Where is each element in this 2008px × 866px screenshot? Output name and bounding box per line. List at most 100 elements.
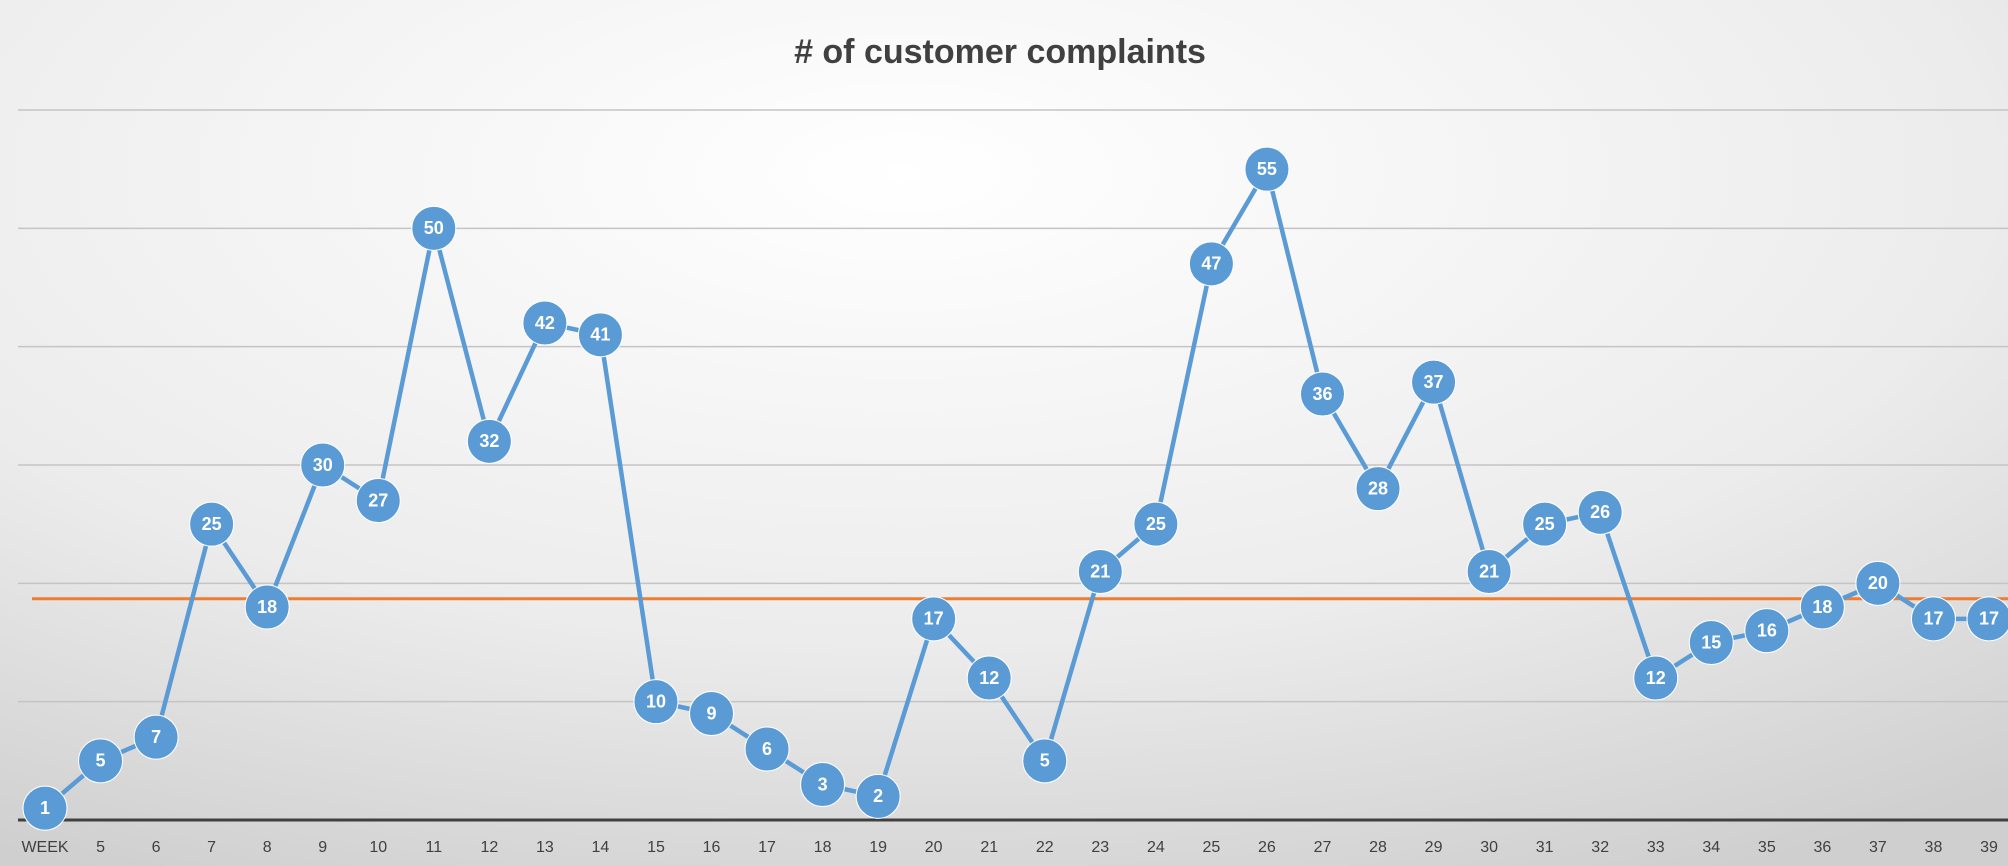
data-label: 18 <box>1812 597 1832 617</box>
data-label: 27 <box>368 490 388 510</box>
x-tick-label: 24 <box>1147 839 1165 856</box>
x-tick-label: 32 <box>1591 839 1609 856</box>
data-point <box>1133 501 1179 547</box>
data-label: 16 <box>1757 620 1777 640</box>
data-point <box>1633 655 1679 701</box>
data-point <box>1577 489 1623 535</box>
data-label: 10 <box>646 691 666 711</box>
data-label: 7 <box>151 727 161 747</box>
data-label: 2 <box>873 786 883 806</box>
x-tick-label: 13 <box>536 839 554 856</box>
x-tick-label: 21 <box>980 839 998 856</box>
data-point <box>744 726 790 772</box>
x-tick-label: 5 <box>96 839 105 856</box>
data-label: 21 <box>1479 561 1499 581</box>
data-point <box>1910 596 1956 642</box>
data-point <box>689 691 735 736</box>
x-tick-label: 28 <box>1369 839 1387 856</box>
x-tick-label: 34 <box>1702 839 1720 856</box>
data-label: 6 <box>762 739 772 759</box>
data-point <box>1022 738 1068 784</box>
x-tick-label: 39 <box>1980 839 1998 856</box>
x-tick-label: 20 <box>925 839 943 856</box>
x-tick-label: 29 <box>1425 839 1443 856</box>
data-point <box>133 714 179 760</box>
x-tick-label: 37 <box>1869 839 1887 856</box>
x-tick-label: 27 <box>1314 839 1332 856</box>
data-label: 9 <box>707 703 717 723</box>
data-label: 37 <box>1424 372 1444 392</box>
x-tick-label: 38 <box>1925 839 1943 856</box>
data-point <box>1744 608 1790 654</box>
data-point <box>1466 549 1512 594</box>
data-point <box>1299 371 1345 417</box>
data-label: 32 <box>479 431 499 451</box>
data-point <box>577 312 623 358</box>
data-label: 50 <box>424 218 444 238</box>
data-point <box>1522 501 1568 547</box>
chart-title: # of customer complaints <box>794 33 1206 71</box>
data-label: 18 <box>257 597 277 617</box>
data-point <box>633 679 679 725</box>
data-point <box>189 501 235 547</box>
data-label: 26 <box>1590 502 1610 522</box>
x-tick-label: 22 <box>1036 839 1054 856</box>
x-tick-label: 19 <box>869 839 887 856</box>
x-tick-label: 11 <box>425 839 442 856</box>
data-point <box>522 300 568 346</box>
data-label: 20 <box>1868 573 1888 593</box>
x-tick-label: 9 <box>318 839 327 856</box>
data-label: 28 <box>1368 478 1388 498</box>
x-tick-label: 25 <box>1203 839 1221 856</box>
data-label: 12 <box>979 668 999 688</box>
data-point <box>1355 466 1401 512</box>
x-tick-label: 10 <box>369 839 387 856</box>
data-point <box>966 655 1012 701</box>
x-tick-label: 26 <box>1258 839 1276 856</box>
data-label: 5 <box>96 751 106 771</box>
data-label: 17 <box>1979 609 1999 629</box>
data-point <box>78 738 124 784</box>
x-tick-label: 35 <box>1758 839 1776 856</box>
data-point <box>244 584 290 630</box>
x-tick-label: 33 <box>1647 839 1665 856</box>
data-label: 47 <box>1201 254 1221 274</box>
x-tick-label: 15 <box>647 839 665 856</box>
data-label: 25 <box>1146 514 1166 534</box>
data-label: 21 <box>1090 561 1110 581</box>
data-label: 15 <box>1701 632 1721 652</box>
data-label: 41 <box>590 325 610 345</box>
data-point <box>355 478 401 523</box>
x-tick-label: 31 <box>1536 839 1554 856</box>
x-tick-label: 36 <box>1813 839 1831 856</box>
x-tick-label: 30 <box>1480 839 1498 856</box>
x-tick-label: 12 <box>480 839 498 856</box>
x-tick-label: 23 <box>1091 839 1109 856</box>
data-point <box>466 418 512 464</box>
data-label: 3 <box>818 774 828 794</box>
x-tick-label: WEEK <box>21 839 68 856</box>
data-point <box>411 205 457 251</box>
data-point <box>1688 620 1734 665</box>
x-tick-label: 17 <box>758 839 776 856</box>
data-point <box>1188 241 1234 287</box>
data-label: 1 <box>40 798 50 818</box>
data-point <box>1966 596 2008 642</box>
data-point <box>1411 359 1457 405</box>
data-point <box>1077 549 1123 594</box>
data-point <box>911 596 957 642</box>
data-label: 5 <box>1040 751 1050 771</box>
x-tick-label: 18 <box>814 839 832 856</box>
data-label: 42 <box>535 313 555 333</box>
x-tick-label: 8 <box>263 839 272 856</box>
data-label: 25 <box>1535 514 1555 534</box>
data-label: 17 <box>1923 609 1943 629</box>
data-label: 55 <box>1257 159 1277 179</box>
data-label: 12 <box>1646 668 1666 688</box>
data-label: 30 <box>313 455 333 475</box>
x-tick-label: 7 <box>207 839 216 856</box>
data-point <box>300 442 346 488</box>
